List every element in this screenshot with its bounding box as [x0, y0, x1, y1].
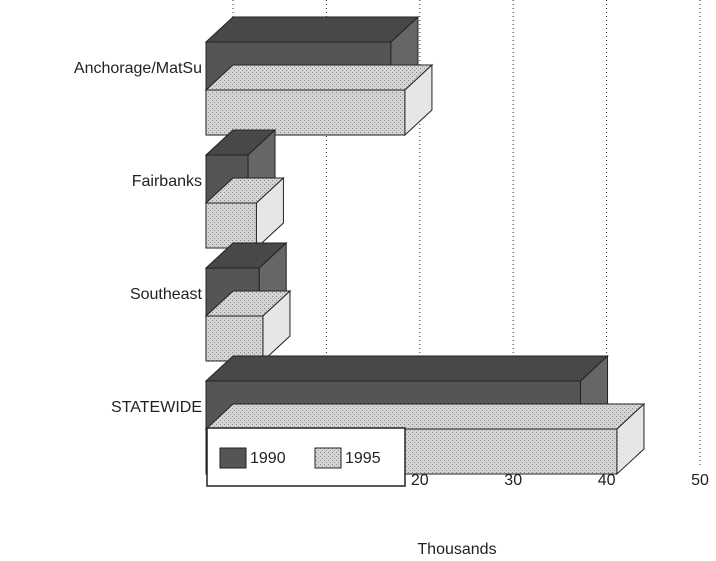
- bar: [204, 289, 292, 363]
- x-tick-label: 30: [504, 472, 522, 489]
- y-tick-label: Fairbanks: [132, 173, 202, 190]
- y-tick-label: STATEWIDE: [111, 399, 202, 416]
- bar: [204, 176, 285, 250]
- legend-swatch: [219, 447, 247, 469]
- y-tick-label: Southeast: [130, 286, 203, 303]
- legend-swatch: [314, 447, 342, 469]
- legend-label: 1995: [345, 450, 381, 467]
- x-tick-label: 40: [598, 472, 616, 489]
- legend-label: 1990: [250, 450, 286, 467]
- x-tick-label: 20: [411, 472, 429, 489]
- y-tick-label: Anchorage/MatSu: [74, 60, 202, 77]
- x-tick-label: 50: [691, 472, 709, 489]
- bar: [204, 63, 434, 137]
- x-axis-label: Thousands: [417, 541, 496, 558]
